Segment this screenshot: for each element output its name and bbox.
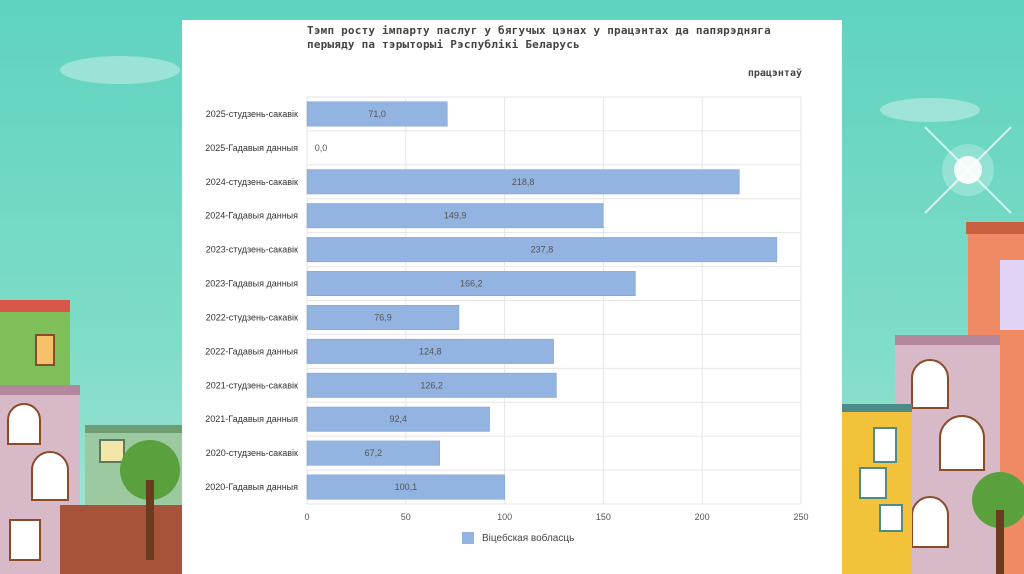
data-label: 76,9 [374,312,392,322]
category-label: 2022-студзень-сакавік [206,312,298,322]
category-label: 2021-студзень-сакавік [206,380,298,390]
bar [306,101,448,127]
data-label: 100,1 [395,482,418,492]
x-tick-label: 200 [695,512,710,522]
bar [306,304,460,330]
x-tick-label: 150 [596,512,611,522]
bar [306,440,441,466]
data-label: 92,4 [390,414,408,424]
category-label: 2024-Гадавыя данныя [205,211,298,221]
category-label: 2020-Гадавыя данныя [205,482,298,492]
category-label: 2024-студзень-сакавік [206,177,298,187]
category-label: 2022-Гадавыя данныя [205,346,298,356]
category-label: 2025-студзень-сакавік [206,109,298,119]
category-label: 2023-студзень-сакавік [206,245,298,255]
category-label: 2021-Гадавыя данныя [205,414,298,424]
data-label: 67,2 [365,448,383,458]
data-label: 166,2 [460,279,483,289]
bar [306,169,740,195]
x-tick-label: 100 [497,512,512,522]
category-label: 2025-Гадавыя данныя [205,143,298,153]
data-label: 126,2 [420,380,443,390]
legend-label: Віцебская вобласць [482,532,575,544]
bar [306,474,506,500]
legend-swatch [462,532,474,544]
data-label: 237,8 [531,245,554,255]
data-label: 0,0 [315,143,328,153]
data-label: 149,9 [444,211,467,221]
bar [306,203,604,229]
bar [306,338,554,364]
legend[interactable]: Віцебская вобласць [462,532,574,544]
data-label: 218,8 [512,177,535,187]
bar [306,237,778,263]
bar [306,406,490,432]
category-label: 2023-Гадавыя данныя [205,279,298,289]
chart-title: Тэмп росту імпарту паслуг у бягучых цэна… [307,24,771,51]
x-tick-label: 0 [304,512,309,522]
chart-panel [182,20,842,574]
data-label: 124,8 [419,346,442,356]
data-label: 71,0 [368,109,386,119]
unit-label: працэнтаў [747,68,802,79]
sparkle-icon [924,126,1012,214]
bar [306,271,636,297]
x-tick-label: 50 [401,512,411,522]
bar-chart: 0 50 100 150 200 250 2025-студзень-сакавік 71,0… [205,96,809,522]
bar [306,372,557,398]
x-tick-label: 250 [793,512,808,522]
category-label: 2020-студзень-сакавік [206,448,298,458]
